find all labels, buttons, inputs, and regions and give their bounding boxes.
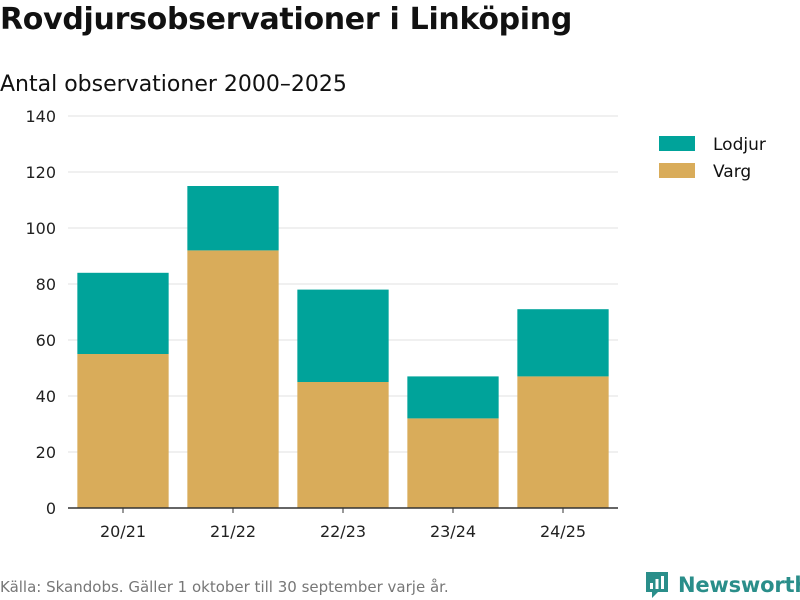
axes: 0 20 40 60 80 100 120 140 20/21 21/22 22/23 23/24 24… [25, 107, 618, 541]
y-tick-label: 20 [36, 443, 56, 462]
legend: Lodjur Varg [659, 135, 766, 182]
x-tick-label: 21/22 [210, 522, 256, 541]
source-note: Källa: Skandobs. Gäller 1 oktober till 3… [0, 578, 449, 596]
bar-varg-24-25 [517, 376, 609, 508]
bar-varg-23-24 [407, 418, 499, 508]
bar-varg-22-23 [297, 382, 389, 508]
bar-lodjur-20-21 [77, 272, 169, 354]
newsworthy-logo-icon [646, 572, 668, 598]
x-tick-label: 24/25 [540, 522, 586, 541]
legend-swatch-varg [659, 163, 695, 178]
x-tick-label: 20/21 [100, 522, 146, 541]
bar-varg-21-22 [187, 250, 279, 508]
bar-lodjur-23-24 [407, 376, 499, 419]
stacked-bar-chart: 0 20 40 60 80 100 120 140 20/21 21/22 22/23 23/24 24… [25, 107, 766, 541]
bar-lodjur-24-25 [517, 309, 609, 377]
legend-label-varg: Varg [713, 162, 751, 182]
brand[interactable]: Newsworthy [644, 570, 800, 600]
x-tick-label: 23/24 [430, 522, 476, 541]
bar-lodjur-21-22 [187, 186, 279, 251]
chart-title: Rovdjursobservationer i Linköping [0, 2, 573, 37]
brand-name: Newsworthy [678, 573, 800, 597]
x-tick-label: 22/23 [320, 522, 366, 541]
legend-swatch-lodjur [659, 136, 695, 151]
bar-varg-20-21 [77, 354, 169, 508]
chart-subtitle: Antal observationer 2000–2025 [0, 72, 347, 97]
y-tick-label: 120 [25, 163, 56, 182]
y-tick-label: 40 [36, 387, 56, 406]
bar-lodjur-22-23 [297, 289, 389, 382]
legend-label-lodjur: Lodjur [713, 135, 766, 155]
y-tick-label: 100 [25, 219, 56, 238]
y-tick-label: 140 [25, 107, 56, 126]
bars [77, 186, 609, 508]
y-tick-label: 80 [36, 275, 56, 294]
y-tick-label: 60 [36, 331, 56, 350]
y-tick-label: 0 [46, 499, 56, 518]
